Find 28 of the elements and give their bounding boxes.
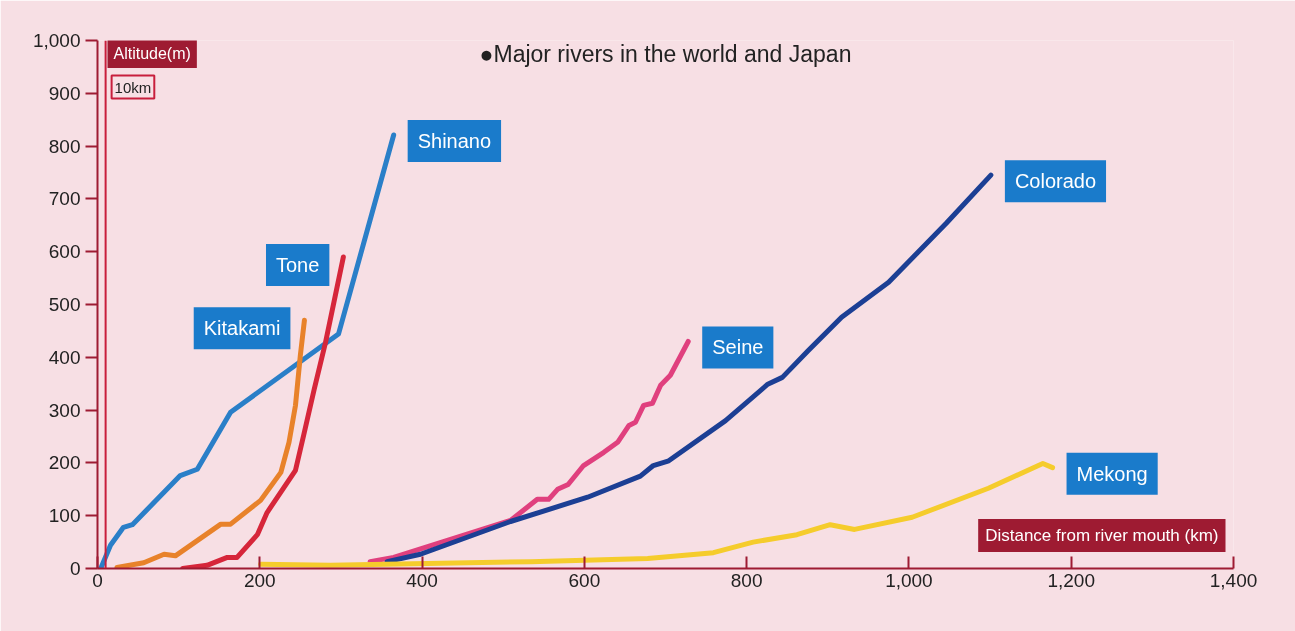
y-tick-label: 600 [48,241,81,263]
y-tick-label: 1,000 [32,30,81,51]
x-tick-label: 200 [243,569,276,591]
series-label: Seine [712,336,764,359]
series-label: Kitakami [203,317,281,340]
x-tick-label: 1,000 [885,569,933,591]
x-tick-label: 600 [568,569,601,591]
series-label: Tone [275,253,320,276]
y-tick-label: 700 [48,188,81,210]
x-tick-label: 0 [92,569,103,591]
y-axis-title: Altitude(m) [113,45,191,62]
x-tick-label: 1,200 [1047,569,1095,591]
series-label: Mekong [1076,462,1148,485]
series-label: Colorado [1014,170,1097,193]
series-label: Shinano [417,130,492,153]
y-tick-label: 200 [48,452,81,474]
ref-line-label: 10km [114,78,152,96]
x-axis-title: Distance from river mouth (km) [985,526,1219,545]
y-tick-label: 100 [48,505,81,527]
y-tick-label: 800 [48,135,81,157]
y-tick-label: 500 [48,294,81,315]
y-tick-label: 400 [48,346,81,368]
y-tick-label: 900 [48,82,81,104]
chart-title: ●Major rivers in the world and Japan [479,40,852,67]
y-tick-label: 300 [48,399,81,421]
x-tick-label: 400 [406,569,438,591]
x-tick-label: 800 [730,569,763,591]
x-tick-label: 1,400 [1209,569,1258,591]
